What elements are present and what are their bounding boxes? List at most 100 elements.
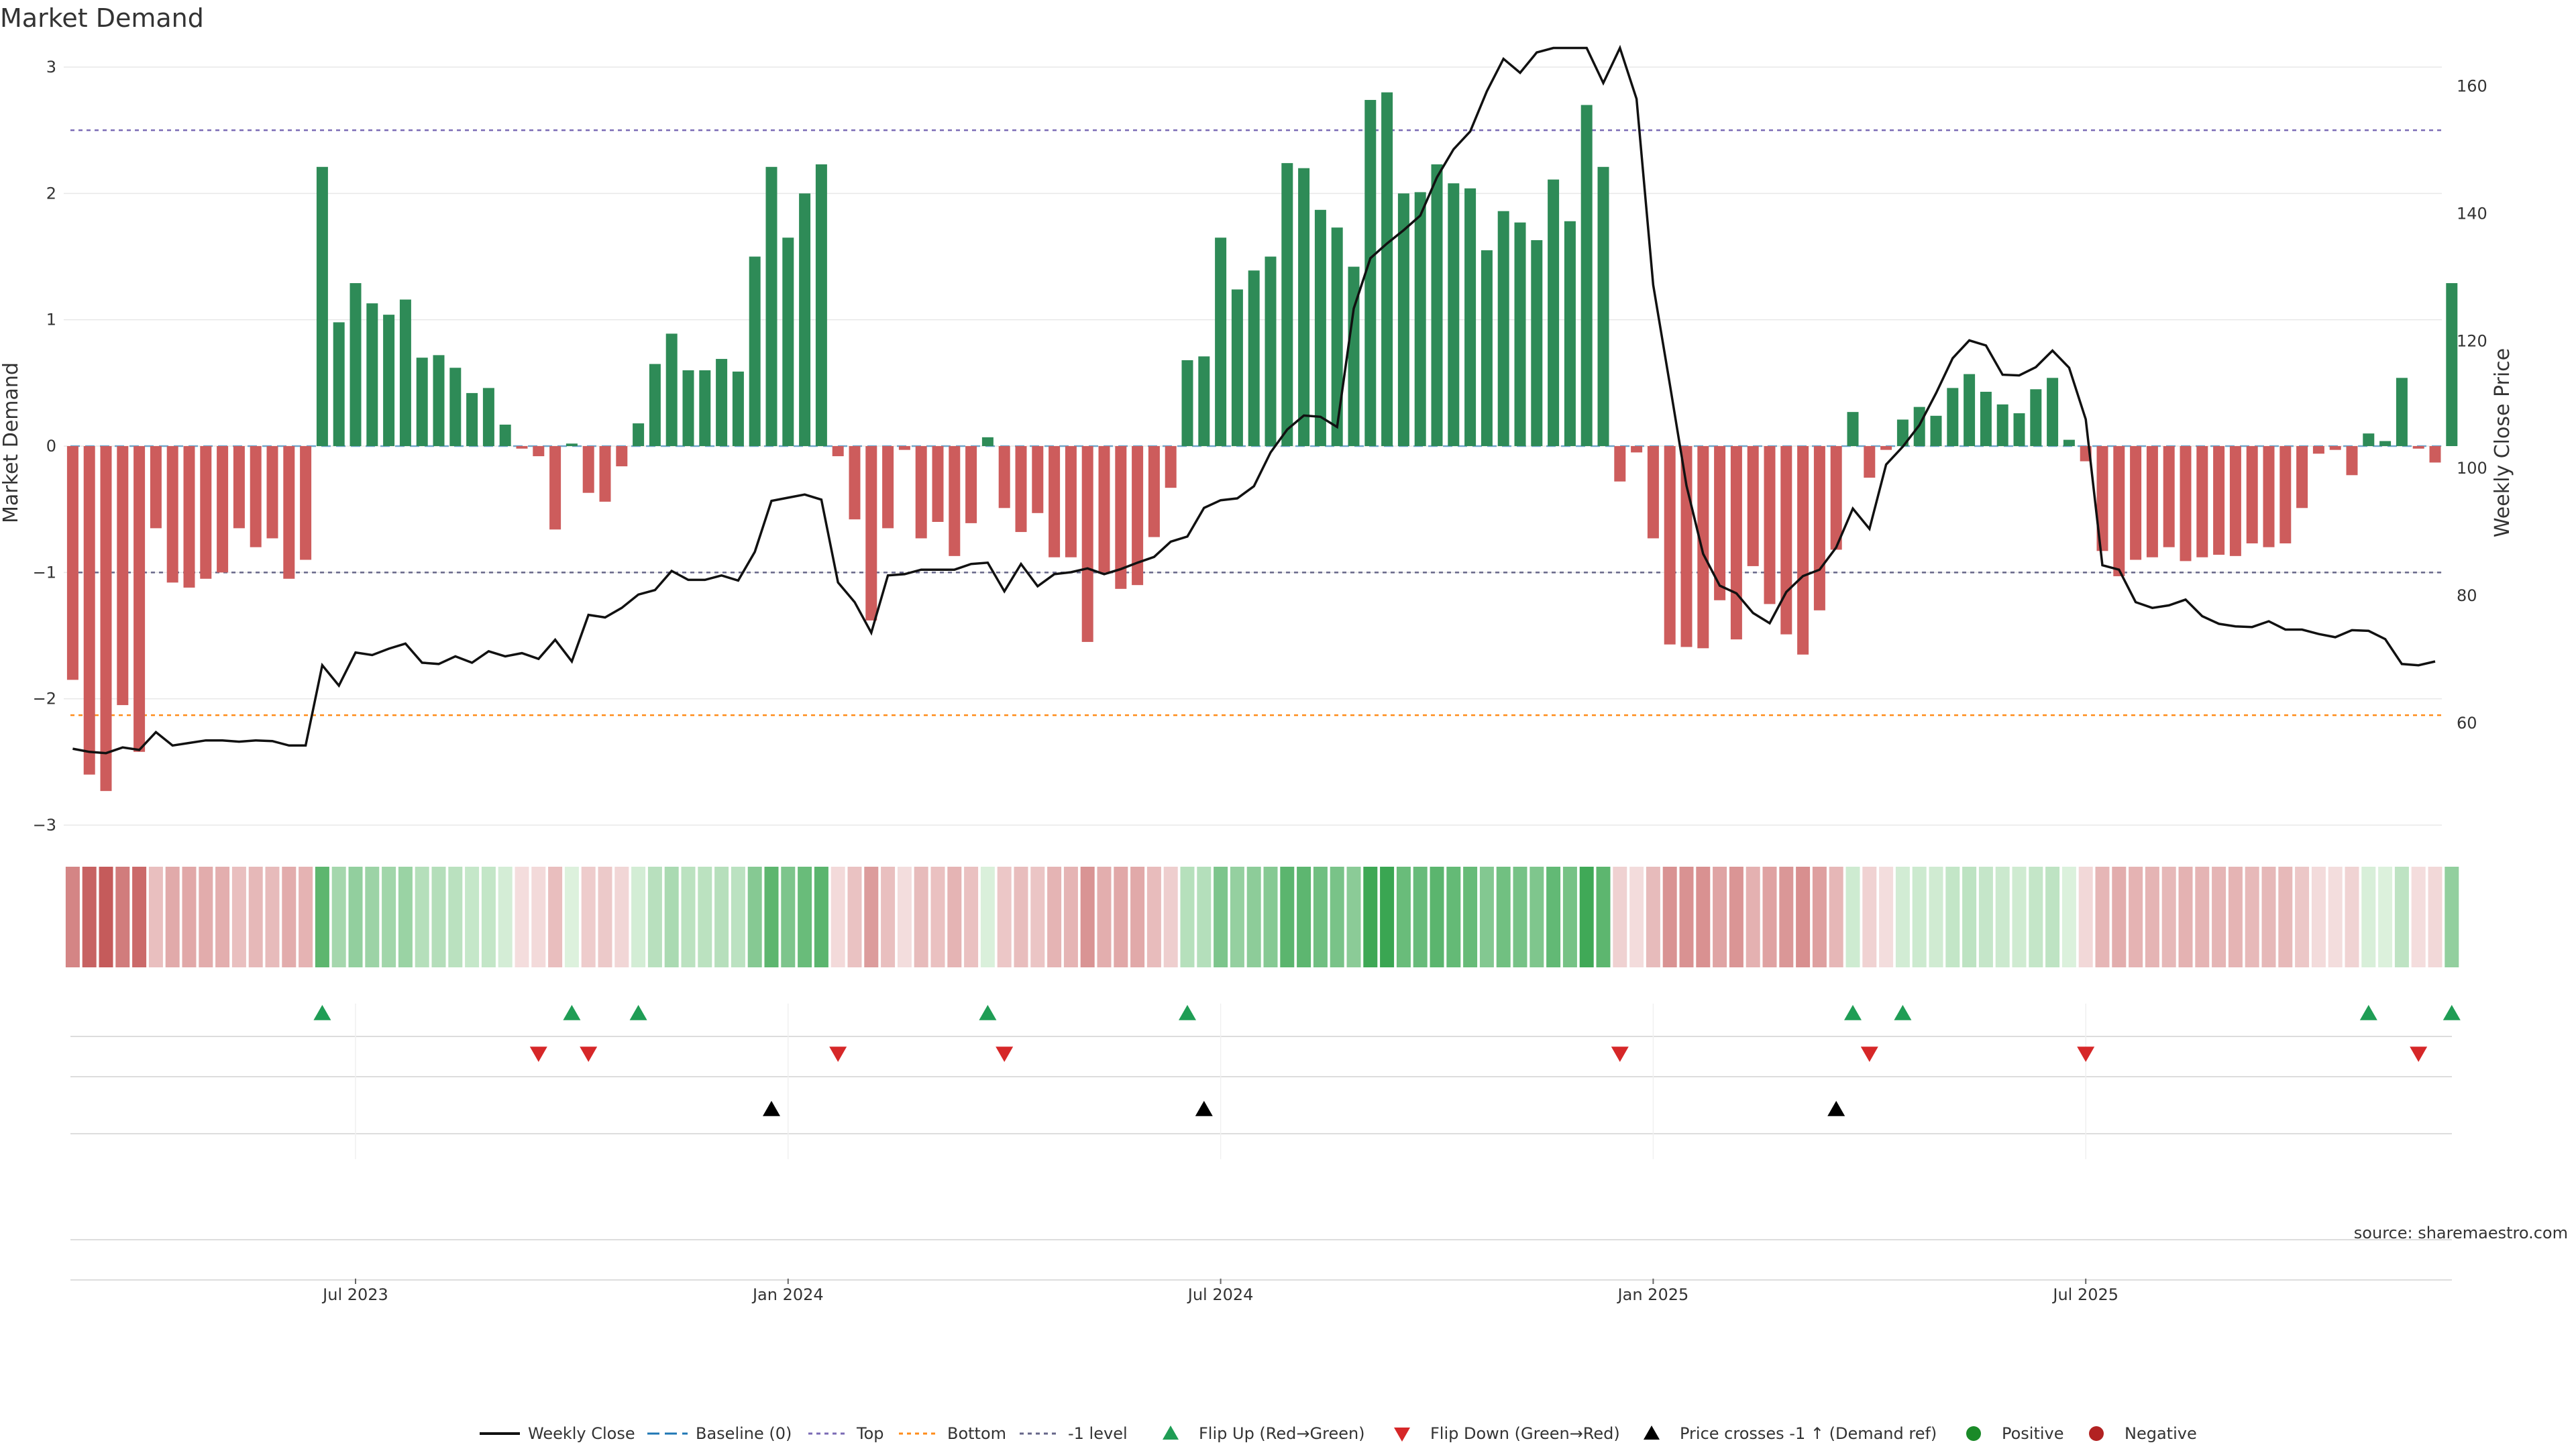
- demand-bar: [1930, 415, 1942, 446]
- heat-cell: [265, 867, 280, 967]
- flip-down-marker: [1611, 1046, 1629, 1062]
- flip-up-marker: [313, 1005, 331, 1020]
- demand-bar: [549, 446, 561, 530]
- heat-cell: [2445, 867, 2459, 967]
- heat-cell: [2195, 867, 2210, 967]
- heat-cell: [299, 867, 313, 967]
- heat-cell: [1163, 867, 1178, 967]
- left-tick-label: −3: [33, 816, 56, 835]
- heat-cell: [2212, 867, 2226, 967]
- heat-cell: [248, 867, 263, 967]
- demand-bar: [399, 299, 411, 446]
- demand-bar: [2363, 433, 2375, 446]
- demand-bar: [799, 193, 811, 446]
- legend-label: -1 level: [1068, 1424, 1128, 1443]
- demand-bar: [1464, 188, 1477, 446]
- demand-bar: [749, 256, 761, 446]
- heat-cell: [199, 867, 213, 967]
- heat-cell: [1346, 867, 1361, 967]
- legend-symbol: [1394, 1428, 1410, 1442]
- demand-bar: [1381, 92, 1393, 446]
- demand-bar: [1764, 446, 1776, 604]
- heat-cell: [2295, 867, 2310, 967]
- heat-cell: [714, 867, 729, 967]
- heat-cell: [1829, 867, 1843, 967]
- flip-down-marker: [1860, 1046, 1878, 1062]
- demand-bar: [2196, 446, 2208, 557]
- demand-bar: [2130, 446, 2142, 560]
- heat-cell: [1413, 867, 1428, 967]
- heat-cell: [1430, 867, 1444, 967]
- heat-cell: [148, 867, 163, 967]
- heat-cell: [2394, 867, 2409, 967]
- demand-bar: [333, 322, 345, 446]
- heat-cell: [1014, 867, 1028, 967]
- heat-cell: [1713, 867, 1727, 967]
- heat-cell: [2078, 867, 2093, 967]
- x-tick-label: Jul 2024: [1187, 1285, 1254, 1304]
- demand-bar: [965, 446, 977, 523]
- legend-symbol: [1966, 1426, 1981, 1441]
- demand-bar: [150, 446, 162, 529]
- heat-cell: [1679, 867, 1694, 967]
- demand-bar: [882, 446, 894, 529]
- demand-bar: [1896, 419, 1909, 446]
- demand-bar: [1032, 446, 1044, 513]
- demand-bar: [1747, 446, 1759, 566]
- heat-cell: [1380, 867, 1395, 967]
- demand-bar: [1165, 446, 1177, 488]
- heat-cell: [99, 867, 113, 967]
- demand-bar: [1181, 360, 1193, 446]
- demand-bar: [616, 446, 628, 467]
- demand-bar: [100, 446, 112, 792]
- demand-bar: [300, 446, 312, 560]
- demand-bar: [1364, 99, 1377, 446]
- demand-bar: [383, 315, 395, 446]
- demand-bar: [1231, 289, 1243, 446]
- heat-cell: [2161, 867, 2176, 967]
- heat-cell: [515, 867, 529, 967]
- right-axis-label: Weekly Close Price: [2491, 348, 2514, 537]
- demand-bar: [1580, 105, 1593, 446]
- flip-up-marker: [1844, 1005, 1862, 1020]
- demand-bar: [1481, 250, 1493, 446]
- legend-item-flip-down: Flip Down (Green→Red): [1394, 1424, 1620, 1443]
- demand-bar: [133, 446, 146, 752]
- demand-bar: [2296, 446, 2308, 508]
- heat-cell: [631, 867, 646, 967]
- demand-bar: [2279, 446, 2292, 544]
- heat-cell: [764, 867, 779, 967]
- heat-cell: [1729, 867, 1743, 967]
- heat-cell: [1696, 867, 1711, 967]
- demand-bar: [2379, 441, 2392, 446]
- flip-up-marker: [563, 1005, 581, 1020]
- heat-cell: [398, 867, 413, 967]
- demand-bar: [1514, 222, 1526, 446]
- demand-bar: [1947, 388, 1959, 446]
- demand-bar: [1132, 446, 1144, 586]
- left-axis-ticks: 3 2 1 0 −1 −2 −3: [33, 58, 56, 835]
- left-tick-label: −2: [33, 690, 56, 708]
- heat-cell: [1895, 867, 1910, 967]
- demand-bar: [1847, 412, 1859, 446]
- heat-cell: [1263, 867, 1278, 967]
- heat-cell: [65, 867, 80, 967]
- heat-cell: [598, 867, 612, 967]
- heat-cell: [681, 867, 696, 967]
- heat-cell: [1978, 867, 1993, 967]
- demand-bar: [2096, 446, 2108, 551]
- demand-bar: [1813, 446, 1825, 610]
- x-tick-label: Jan 2024: [751, 1285, 824, 1304]
- demand-bar: [765, 166, 777, 447]
- demand-bar: [1115, 446, 1127, 589]
- heat-cell: [115, 867, 130, 967]
- demand-bar: [2013, 413, 2025, 446]
- demand-bar: [1448, 183, 1460, 446]
- demand-bar: [732, 371, 744, 446]
- heat-cell: [531, 867, 546, 967]
- heat-cell: [1945, 867, 1960, 967]
- heat-cell: [1746, 867, 1760, 967]
- heat-cell: [2378, 867, 2393, 967]
- demand-bar: [2030, 389, 2042, 446]
